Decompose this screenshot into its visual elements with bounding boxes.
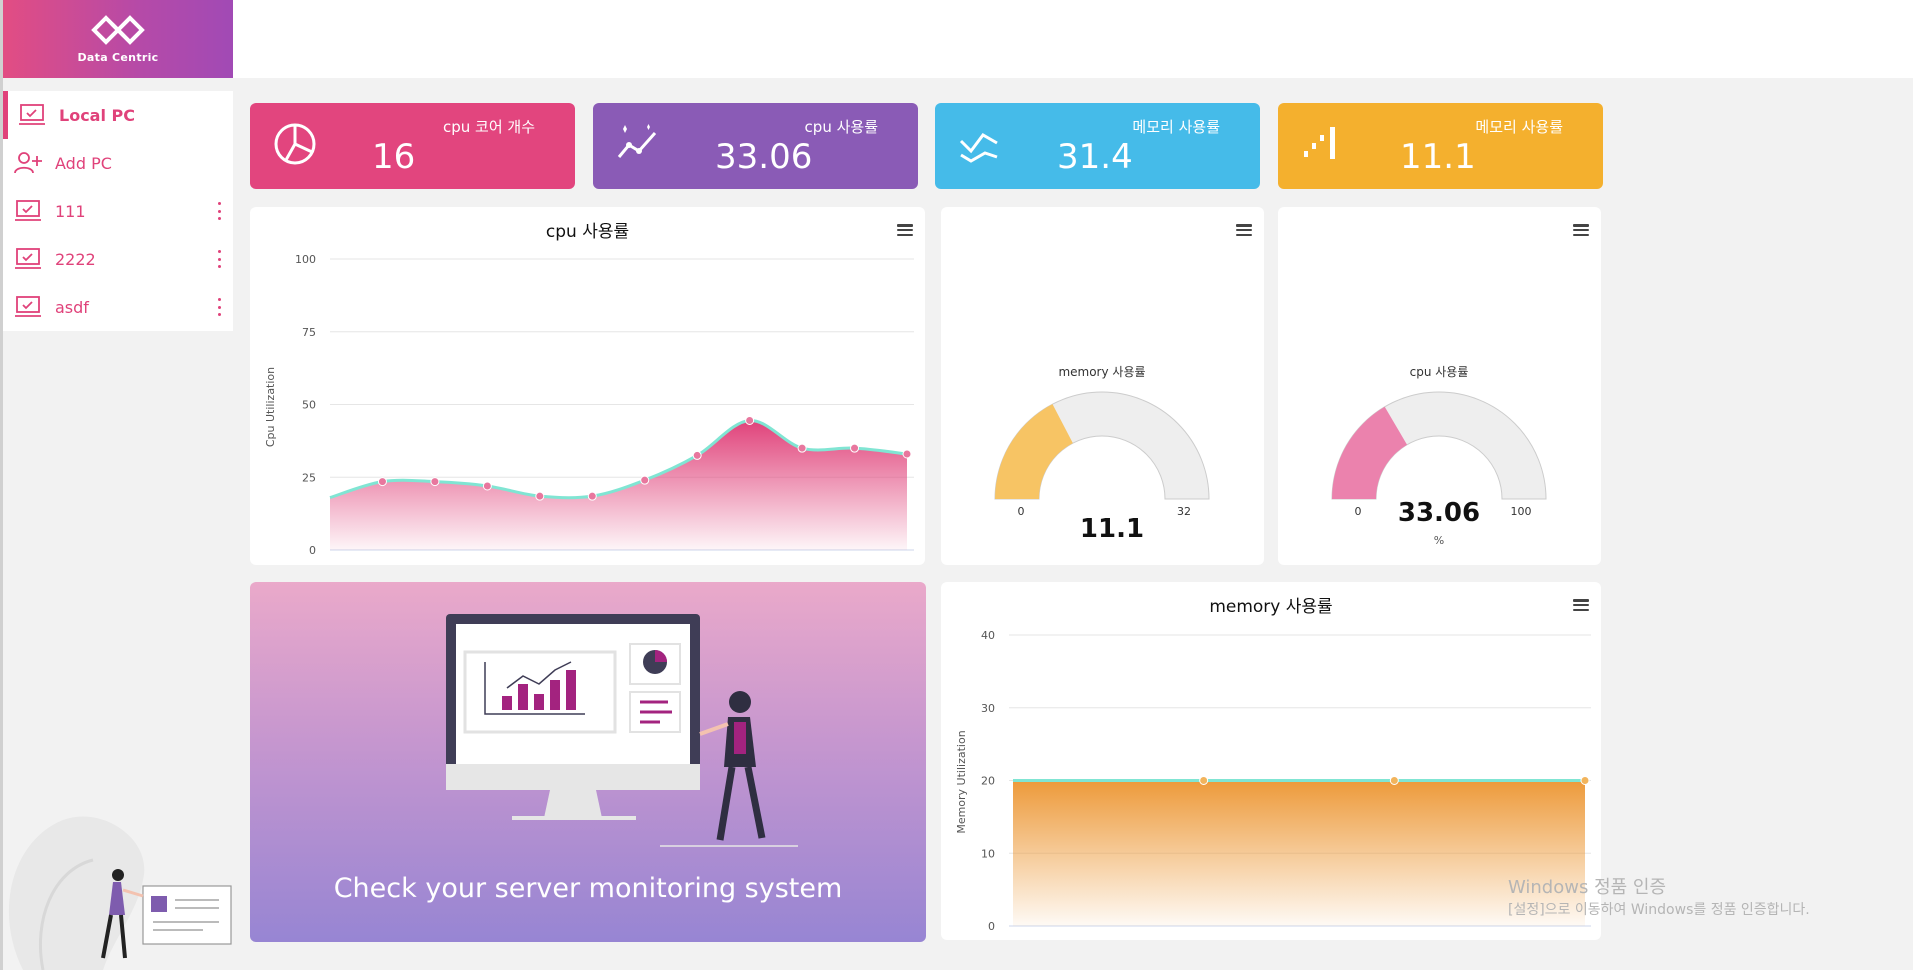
y-axis-title: Cpu Utilization [264,367,277,447]
sidebar-item-label: Add PC [55,153,112,173]
y-tick-label: 10 [981,847,995,860]
gauge-value: 33.06 [1398,498,1480,528]
gauge-min-label: 0 [1355,505,1362,518]
top-bar [233,0,1913,78]
pie-chart-icon [274,123,316,165]
stat-label: cpu 사용률 [804,118,878,136]
chart-menu-icon[interactable] [1573,599,1589,611]
gauge-max-label: 100 [1511,505,1532,518]
memory-chart-card: memory 사용률 Memory Utilization 0 10 20 30 40 [941,582,1601,940]
cpu-chart-card: cpu 사용률 Cpu Utilization 0 25 50 75 100 [250,207,925,565]
stat-card-cpu-usage: cpu 사용률 33.06 [593,103,918,189]
more-options-icon[interactable] [215,199,223,223]
stat-value: 11.1 [1400,137,1476,177]
chart-menu-icon[interactable] [1573,224,1589,236]
sidebar: Local PC Add PC 111 2222 asdf [3,91,233,331]
banner-text: Check your server monitoring system [333,873,843,904]
laptop-check-icon [13,247,43,271]
stat-value: 33.06 [715,137,813,177]
add-user-icon [13,151,43,175]
stat-card-memory-usage-2: 메모리 사용률 11.1 [1278,103,1603,189]
logo-text: Data Centric [77,50,159,64]
stat-label: 메모리 사용률 [1132,118,1220,136]
monitoring-illustration [446,614,798,847]
data-point [482,481,492,491]
cpu-gauge-card: cpu 사용률 0 100 33.06 % [1278,207,1601,565]
data-point [1199,776,1209,785]
stat-value: 31.4 [1057,137,1133,177]
wave-line-icon [959,133,998,163]
more-options-icon[interactable] [215,247,223,271]
stat-label: cpu 코어 개수 [442,118,535,136]
series-area [1013,780,1585,926]
data-point [587,491,597,501]
laptop-check-icon [17,103,47,127]
cpu-gauge: cpu 사용률 0 100 33.06 % [1331,365,1547,547]
data-point [745,416,755,426]
gauge-fill [1332,406,1408,499]
gauge-fill [995,404,1073,499]
data-point [1389,776,1399,785]
stat-label: 메모리 사용률 [1475,118,1563,136]
sidebar-item-111[interactable]: 111 [3,187,233,235]
y-tick-label: 25 [302,471,316,484]
logo-icon [91,14,145,45]
y-tick-label: 100 [295,253,316,266]
stat-value: 16 [372,137,416,177]
y-tick-label: 40 [981,629,995,642]
y-tick-label: 75 [302,326,316,339]
laptop-check-icon [13,295,43,319]
memory-gauge: memory 사용률 0 32 11.1 [994,365,1210,544]
sidebar-item-label: 2222 [55,249,96,269]
y-tick-label: 30 [981,702,995,715]
gauge-max-label: 32 [1177,505,1191,518]
chart-title: cpu 사용률 [545,222,630,242]
sidebar-item-label: asdf [55,297,89,317]
chart-menu-icon[interactable] [897,224,913,236]
sidebar-item-label: Local PC [59,105,135,125]
gauge-value: 11.1 [1080,514,1144,544]
stat-card-cpu-cores: cpu 코어 개수 16 [250,103,575,189]
data-point [902,449,912,459]
memory-chart-plot: Memory Utilization 0 10 20 30 40 [955,629,1591,933]
data-point [797,443,807,453]
y-tick-label: 0 [309,544,316,557]
gauge-title: cpu 사용률 [1410,365,1469,379]
gauge-title: memory 사용률 [1058,365,1145,379]
chart-menu-icon[interactable] [1236,224,1252,236]
sidebar-item-local-pc[interactable]: Local PC [3,91,233,139]
more-options-icon[interactable] [215,295,223,319]
chart-title: memory 사용률 [1209,597,1333,617]
windows-activation-subtitle: [설정]으로 이동하여 Windows를 정품 인증합니다. [1508,902,1810,918]
gauge-min-label: 0 [1018,505,1025,518]
sidebar-item-asdf[interactable]: asdf [3,283,233,331]
window-left-edge [0,0,3,970]
cpu-chart-plot: Cpu Utilization 0 25 50 75 100 [264,253,914,557]
laptop-check-icon [13,199,43,223]
windows-activation-title: Windows 정품 인증 [1508,877,1667,898]
data-point [692,450,702,460]
data-point [430,477,440,487]
data-point [1580,776,1590,785]
sidebar-illustration [8,816,232,970]
gauge-unit: % [1434,534,1444,547]
promo-banner: Check your server monitoring system [250,582,926,942]
series-area [330,420,907,550]
logo[interactable]: Data Centric [3,0,233,78]
y-tick-label: 0 [988,920,995,933]
stat-card-memory-usage: 메모리 사용률 31.4 [935,103,1260,189]
y-tick-label: 50 [302,399,316,412]
sidebar-item-label: 111 [55,201,86,221]
sidebar-item-2222[interactable]: 2222 [3,235,233,283]
y-axis-title: Memory Utilization [955,730,968,833]
data-point [377,477,387,487]
signal-bars-icon [1304,127,1335,159]
memory-gauge-card: memory 사용률 0 32 11.1 [941,207,1264,565]
data-point [640,475,650,485]
data-point [535,491,545,501]
y-tick-label: 20 [981,775,995,788]
sidebar-item-add-pc[interactable]: Add PC [3,139,233,187]
trend-line-icon [617,124,657,158]
data-point [850,443,860,453]
